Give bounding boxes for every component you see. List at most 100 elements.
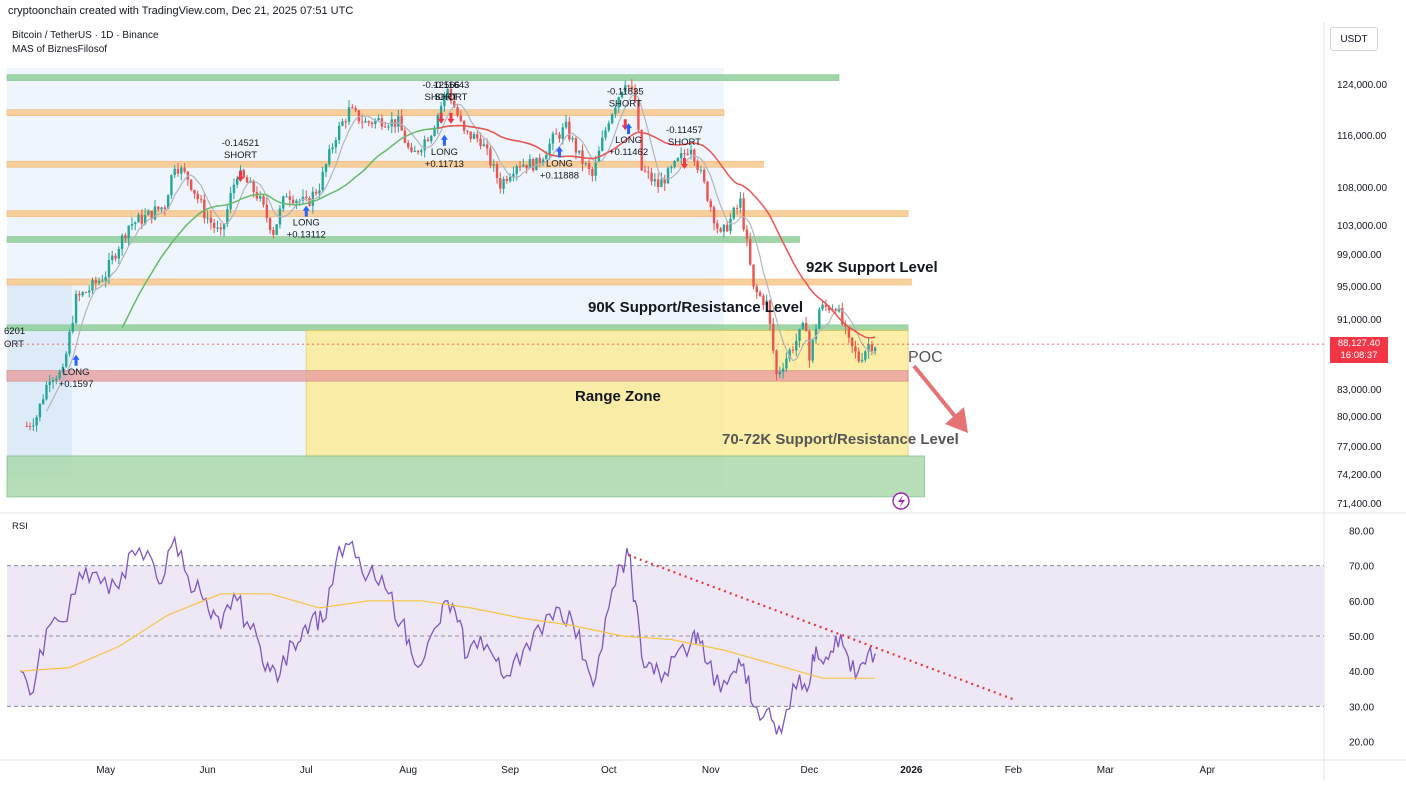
candle-body [259,196,262,199]
signal-kind: SHORT [609,98,642,109]
candle-body [742,198,745,230]
candle-body [795,340,798,351]
time-tick-label: 2026 [900,765,923,776]
candle-body [564,121,568,128]
candle-body [38,403,42,418]
candle-body [624,85,627,92]
signal-value: +0.1597 [59,379,94,390]
candle-body [781,368,785,372]
price-tick-label: 108,000.00 [1337,183,1387,194]
annotation-range-zone: Range Zone [575,388,661,405]
symbol-title[interactable]: Bitcoin / TetherUS · 1D · Binance [12,30,159,41]
short-arrow-icon [236,171,244,182]
candle-body [489,148,492,166]
candle-body [512,173,515,177]
candle-body [670,167,673,169]
time-tick-label: Jul [300,765,313,776]
signal-value: +0.11462 [609,147,648,158]
candle-body [232,184,236,194]
red-moving-average [437,124,876,339]
time-tick-label: Aug [399,765,417,776]
annotation-92k-support: 92K Support Level [806,259,938,276]
candle-body [219,227,222,230]
candle-body [772,323,775,351]
candle-body [341,121,344,126]
currency-selector[interactable]: USDT [1330,27,1378,51]
candle-body [143,215,147,224]
candle-body [574,138,578,153]
candle-body [604,130,607,138]
candle-body [841,307,844,325]
candle-body [827,306,831,311]
candle-body [558,134,561,139]
candle-body [610,114,614,124]
candle-body [196,193,199,200]
candle-body [203,199,206,219]
candle-body [236,178,239,185]
candle-body [673,160,676,168]
rsi-tick-label: 60.00 [1349,597,1374,608]
candle-body [745,229,749,240]
candle-body [216,227,219,229]
candle-body [653,179,657,182]
rsi-tick-label: 80.00 [1349,527,1374,538]
candle-body [860,359,864,362]
candle-body [706,181,709,201]
signal-value: +0.11713 [425,159,464,170]
candle-body [850,337,854,347]
time-tick-label: Feb [1005,765,1023,776]
candle-body [68,331,71,354]
candle-body [124,235,127,239]
candle-body [607,123,611,131]
candle-body [268,218,272,231]
fast-moving-average [45,93,876,412]
candle-body [334,140,338,148]
candle-body [545,154,548,160]
signals-layer: -0.14521SHORTLONG+0.13112LONG+0.1597-0.1… [4,80,703,390]
signal-value: -0.12566 [422,80,460,91]
price-tick-label: 74,200.00 [1337,470,1382,481]
candle-body [157,206,160,210]
candle-body [864,351,867,360]
candle-body [755,286,759,293]
candle-body [518,166,522,168]
candle-body [686,153,689,155]
candle-body [354,108,357,111]
candle-body [199,199,203,201]
candle-body [282,196,285,209]
candle-body [147,210,150,216]
candle-body [647,171,650,173]
candle-body [535,157,538,171]
candle-body [367,121,370,123]
candle-body [551,133,555,144]
support-band-4 [6,236,800,243]
projection-arrow-head [945,407,968,433]
candle-body [324,164,328,172]
indicator-name[interactable]: MAS of BiznesFilosof [12,44,108,55]
candle-body [505,178,509,182]
candle-body [601,137,604,151]
signal-value: -0.11835 [607,86,644,97]
rsi-trendline [628,554,1014,701]
candle-body [245,177,249,183]
candle-body [222,224,226,230]
candle-body [387,126,390,128]
price-tick-label: 103,000.00 [1337,221,1387,232]
candle-body [413,150,416,152]
signal-kind: LONG [615,135,642,146]
candle-body [867,344,870,352]
signal-value: -0.11457 [666,125,703,136]
rsi-line [19,535,876,735]
candle-body [528,159,532,169]
candle-body [318,190,321,194]
time-tick-label: Nov [702,765,720,776]
candle-body [78,293,81,296]
candle-body [97,280,101,284]
time-tick-label: Mar [1097,765,1115,776]
signal-kind: SHORT [224,150,257,161]
candle-body [127,225,130,239]
rsi-tick-label: 70.00 [1349,562,1374,573]
candle-body [357,110,361,122]
long-arrow-icon [555,146,563,158]
